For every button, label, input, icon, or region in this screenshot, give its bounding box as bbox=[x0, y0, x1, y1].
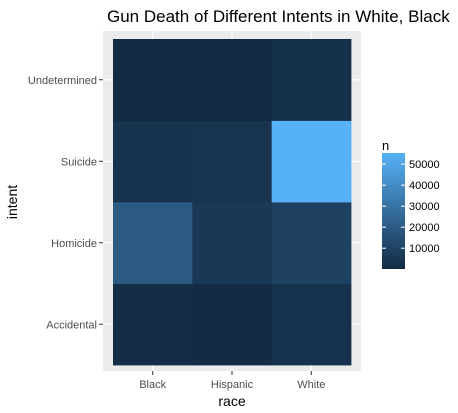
color-legend: n 10000 20000 30000 40000 50000 bbox=[382, 138, 440, 269]
chart-title: Gun Death of Different Intents in White,… bbox=[107, 7, 450, 26]
heatmap-cells bbox=[113, 39, 352, 366]
heatmap-cell bbox=[271, 283, 352, 366]
legend-tick-label: 20000 bbox=[409, 222, 440, 234]
y-axis: Accidental Homicide Suicide Undetermined bbox=[28, 75, 103, 331]
x-tick-label: Black bbox=[139, 379, 166, 391]
heatmap-cell bbox=[192, 283, 273, 366]
heatmap-cell bbox=[271, 39, 352, 121]
legend-tick-label: 50000 bbox=[409, 159, 440, 171]
heatmap-cell bbox=[271, 120, 352, 203]
x-tick-label: White bbox=[297, 379, 325, 391]
y-tick-label: Homicide bbox=[51, 238, 97, 250]
y-tick-label: Suicide bbox=[61, 156, 97, 168]
heatmap-cell bbox=[192, 39, 273, 121]
heatmap-cell bbox=[271, 202, 352, 284]
legend-tick-label: 10000 bbox=[409, 243, 440, 255]
heatmap-cell bbox=[113, 202, 193, 284]
legend-tick-label: 40000 bbox=[409, 180, 440, 192]
heatmap-cell bbox=[113, 39, 193, 121]
legend-title: n bbox=[382, 138, 389, 153]
y-tick-label: Accidental bbox=[46, 319, 97, 331]
x-axis-title: race bbox=[218, 393, 245, 409]
heatmap-cell bbox=[113, 283, 193, 366]
x-tick-label: Hispanic bbox=[211, 379, 254, 391]
legend-tick-label: 30000 bbox=[409, 201, 440, 213]
legend-colorbar bbox=[382, 153, 405, 269]
heatmap-cell bbox=[192, 202, 273, 284]
y-axis-title: intent bbox=[4, 185, 20, 219]
heatmap-cell bbox=[113, 120, 193, 203]
x-axis: Black Hispanic White bbox=[139, 371, 325, 391]
y-tick-label: Undetermined bbox=[28, 75, 97, 87]
heatmap-cell bbox=[192, 120, 273, 203]
